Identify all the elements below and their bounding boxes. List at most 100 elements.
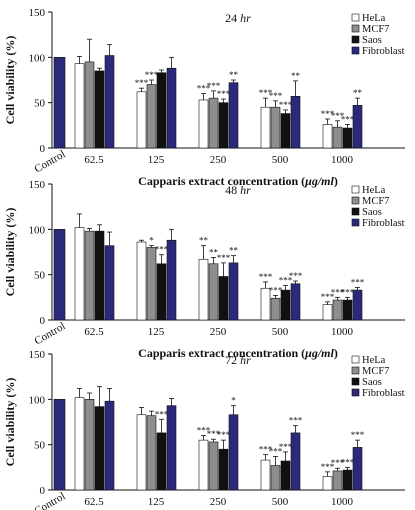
y-tick-label: 50 [34,98,46,110]
legend-swatch-mcf7 [351,24,360,33]
significance-mark: ** [353,88,363,98]
x-tick-label: 500 [272,154,289,166]
bar-fibroblast [352,105,363,149]
panel-title-value: 48 [225,183,237,197]
bar-saos [280,289,291,321]
bar-mcf7 [146,415,157,491]
significance-mark: ** [199,236,209,246]
significance-mark: *** [341,457,355,467]
legend-label: MCF7 [362,24,389,35]
bar-mcf7 [270,297,281,321]
significance-mark: *** [135,78,149,88]
panel-title-unit: hr [240,353,251,367]
bar-fibroblast [352,447,363,491]
significance-mark: *** [197,84,211,94]
x-tick-label: 250 [210,496,227,508]
y-tick-label: 150 [29,179,46,191]
y-axis-label: Cell viability (%) [3,378,17,467]
bar-saos [94,70,105,149]
bar-saos [94,406,105,491]
bar-fibroblast [352,289,363,321]
y-tick-label: 50 [34,270,46,282]
bar-saos [342,127,353,149]
significance-mark: *** [331,287,345,297]
significance-mark: *** [259,445,273,455]
legend-label: HeLa [362,355,386,366]
bar-hela [198,439,209,491]
legend-swatch-mcf7 [351,366,360,375]
bar-saos [280,113,291,149]
bar-hela [136,91,147,149]
significance-mark: *** [217,430,231,440]
bar-mcf7 [84,61,95,149]
bar-hela [198,99,209,149]
x-axis-label-end: ) [334,346,338,360]
x-tick-label: 125 [148,326,165,338]
bar-fibroblast [166,405,177,491]
control-label: Control [32,320,67,347]
y-tick-label: 150 [29,349,46,361]
significance-mark: ** [229,246,239,256]
legend-swatch-hela [351,185,360,194]
significance-mark: *** [351,430,365,440]
legend-label: Saos [362,207,382,218]
y-tick-label: 100 [29,394,46,406]
bar-mcf7 [270,106,281,149]
significance-mark: ** [209,247,219,257]
legend-label: Fibroblast [362,218,405,229]
x-axis-label: Capparis extract concentration (μg/ml) [138,174,338,188]
legend-swatch-mcf7 [351,196,360,205]
legend-swatch-hela [351,355,360,364]
significance-mark: *** [321,462,335,472]
bar-fibroblast [228,82,239,149]
bar-mcf7 [270,465,281,491]
x-tick-label: 250 [210,154,227,166]
control-label: Control [32,490,67,510]
legend-label: MCF7 [362,366,389,377]
significance-mark: ** [291,71,301,81]
bar-saos [342,469,353,491]
x-axis-label-unit: μg/ml [304,346,334,360]
bar-mcf7 [208,263,219,321]
panel-title-unit: hr [240,183,251,197]
bar-hela [74,63,85,149]
bar-hela [136,414,147,491]
significance-mark: *** [217,89,231,99]
significance-mark: * [149,236,154,246]
significance-mark: *** [279,442,293,452]
legend-swatch-fibroblast [351,218,360,227]
significance-mark: *** [145,70,159,80]
legend-label: Saos [362,35,382,46]
bar-saos [218,276,229,321]
bar-saos [156,263,167,321]
legend-label: MCF7 [362,196,389,207]
x-tick-label: 250 [210,326,227,338]
bar-saos [94,230,105,321]
x-tick-label: 500 [272,326,289,338]
bar-mcf7 [84,230,95,321]
significance-mark: *** [217,253,231,263]
significance-mark: *** [279,100,293,110]
panel-title-value: 24 [225,11,237,25]
bar-saos [218,102,229,149]
bar-hela [260,106,271,149]
y-tick-label: 50 [34,440,46,452]
significance-mark: *** [351,277,365,287]
bar-saos [342,299,353,321]
control-bar [53,57,66,149]
significance-mark: *** [259,272,273,282]
bar-saos [280,460,291,491]
x-axis-label-end: ) [334,174,338,188]
significance-mark: *** [321,109,335,119]
panel-title: 24 hr [225,11,251,25]
legend-label: Fibroblast [362,46,405,57]
bar-hela [74,397,85,491]
bar-fibroblast [166,67,177,149]
bar-mcf7 [146,247,157,321]
x-axis-label-main: Capparis extract concentration ( [138,174,305,188]
legend-swatch-fibroblast [351,388,360,397]
panel-title-unit: hr [240,11,251,25]
significance-mark: *** [207,81,221,91]
significance-mark: *** [269,446,283,456]
